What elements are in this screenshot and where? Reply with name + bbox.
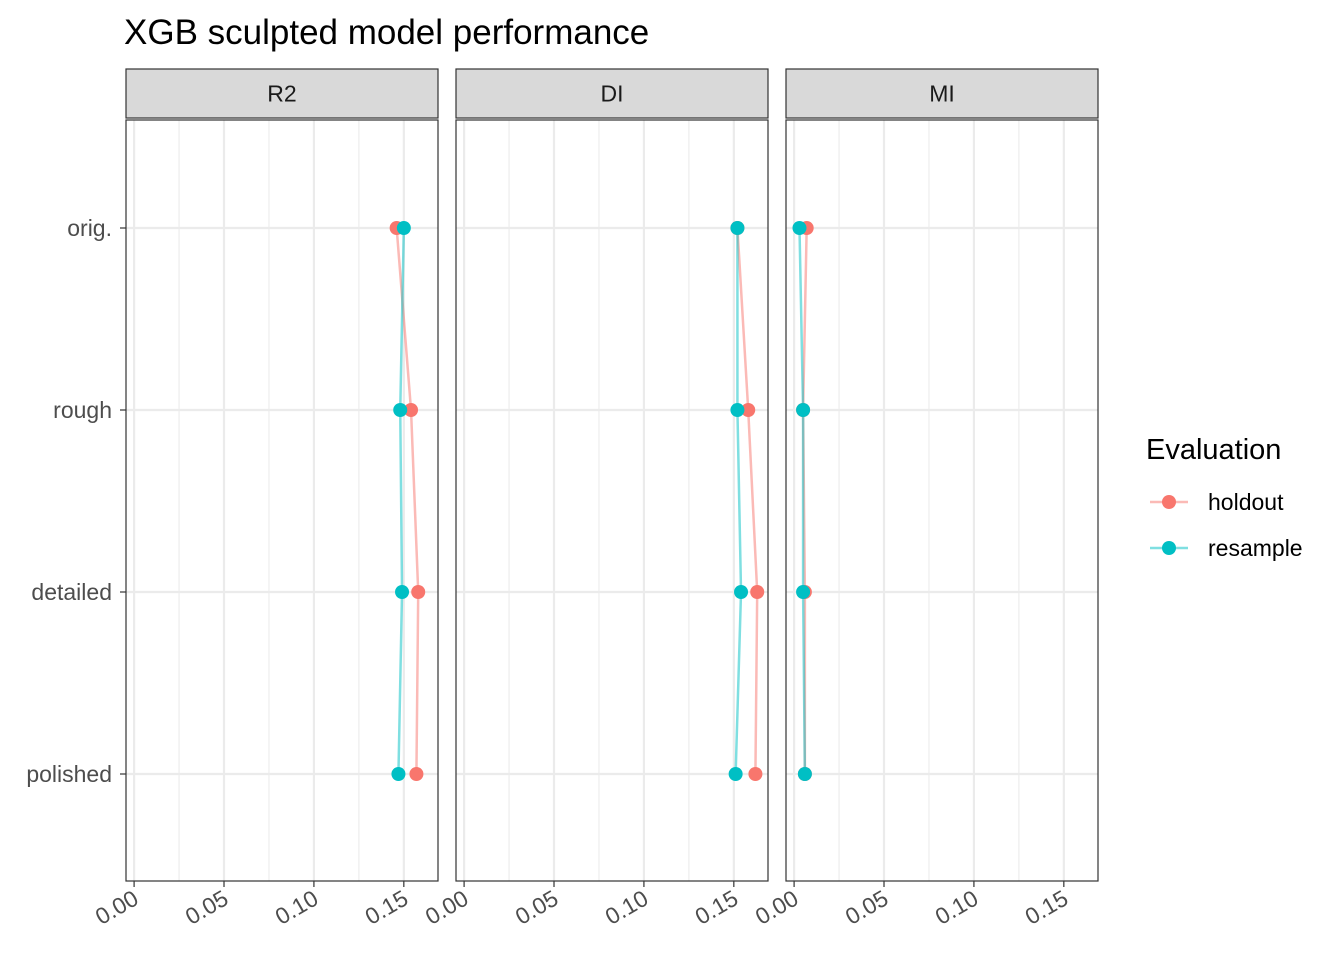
x-tick-label: 0.05 xyxy=(181,885,233,930)
legend-title: Evaluation xyxy=(1146,434,1281,466)
y-tick-label-detailed: detailed xyxy=(31,579,112,605)
x-tick-label: 0.00 xyxy=(421,885,473,930)
point-resample-detailed xyxy=(796,585,811,599)
point-holdout-detailed xyxy=(750,585,765,599)
point-resample-orig xyxy=(792,221,807,235)
y-tick-label-orig: orig. xyxy=(67,215,112,241)
strip-label-di: DI xyxy=(601,81,624,107)
point-holdout-rough xyxy=(741,403,756,417)
panel-r2: R2 0.00 0.05 0.10 0.15 xyxy=(91,68,439,930)
x-tick-label: 0.00 xyxy=(91,885,143,930)
panel-border xyxy=(455,119,769,882)
x-tick-label: 0.00 xyxy=(751,885,803,930)
legend-item-holdout: holdout xyxy=(1150,489,1284,515)
series-line-holdout xyxy=(736,227,759,775)
y-axis: orig. rough detailed polished xyxy=(26,215,126,787)
legend-key-point xyxy=(1162,541,1176,555)
x-tick-label: 0.05 xyxy=(511,885,563,930)
chart-title: XGB sculpted model performance xyxy=(124,13,649,52)
panel-background xyxy=(786,120,1098,881)
point-resample-rough xyxy=(393,403,408,417)
panel-border xyxy=(125,119,439,882)
facet-panels: R2 0.00 0.05 0.10 0.15 DI 0.00 0.05 0.10 0.15 MI 0.… xyxy=(91,68,1099,930)
x-tick-label: 0.10 xyxy=(931,885,983,930)
series-line-resample xyxy=(798,227,807,775)
x-tick-label: 0.05 xyxy=(841,885,893,930)
legend-item-resample: resample xyxy=(1150,535,1303,561)
x-tick-label: 0.10 xyxy=(271,885,323,930)
panel-mi: MI 0.00 0.05 0.10 0.15 xyxy=(751,68,1099,930)
panel-border xyxy=(785,119,1099,882)
legend: Evaluation holdout resample xyxy=(1146,434,1303,561)
series-line-resample xyxy=(397,227,406,775)
series-line-holdout xyxy=(395,227,420,775)
strip-r2 xyxy=(125,68,439,119)
point-resample-rough xyxy=(796,403,811,417)
x-tick-label: 0.10 xyxy=(601,885,653,930)
x-tick-label: 0.15 xyxy=(361,885,413,930)
strip-di xyxy=(455,68,769,119)
point-resample-polished xyxy=(797,767,812,781)
point-holdout-rough xyxy=(404,403,419,417)
point-resample-detailed xyxy=(734,585,749,599)
x-tick-label: 0.15 xyxy=(691,885,743,930)
legend-label: resample xyxy=(1208,535,1303,561)
point-holdout-detailed xyxy=(411,585,426,599)
panel-background xyxy=(456,120,768,881)
point-holdout-polished xyxy=(748,767,763,781)
strip-mi xyxy=(785,68,1099,119)
point-resample-orig xyxy=(730,221,745,235)
y-tick-label-rough: rough xyxy=(53,397,112,423)
point-resample-detailed xyxy=(395,585,410,599)
point-holdout-polished xyxy=(409,767,424,781)
y-tick-label-polished: polished xyxy=(26,761,112,787)
x-tick-label: 0.15 xyxy=(1021,885,1073,930)
point-resample-polished xyxy=(728,767,743,781)
point-resample-rough xyxy=(730,403,745,417)
legend-label: holdout xyxy=(1208,489,1284,515)
panel-di: DI 0.00 0.05 0.10 0.15 xyxy=(421,68,769,930)
strip-label-r2: R2 xyxy=(267,81,296,107)
point-resample-polished xyxy=(391,767,406,781)
strip-label-mi: MI xyxy=(929,81,955,107)
legend-key-point xyxy=(1162,495,1176,509)
series-line-resample xyxy=(734,228,743,775)
panel-background xyxy=(126,120,438,881)
point-resample-orig xyxy=(396,221,411,235)
